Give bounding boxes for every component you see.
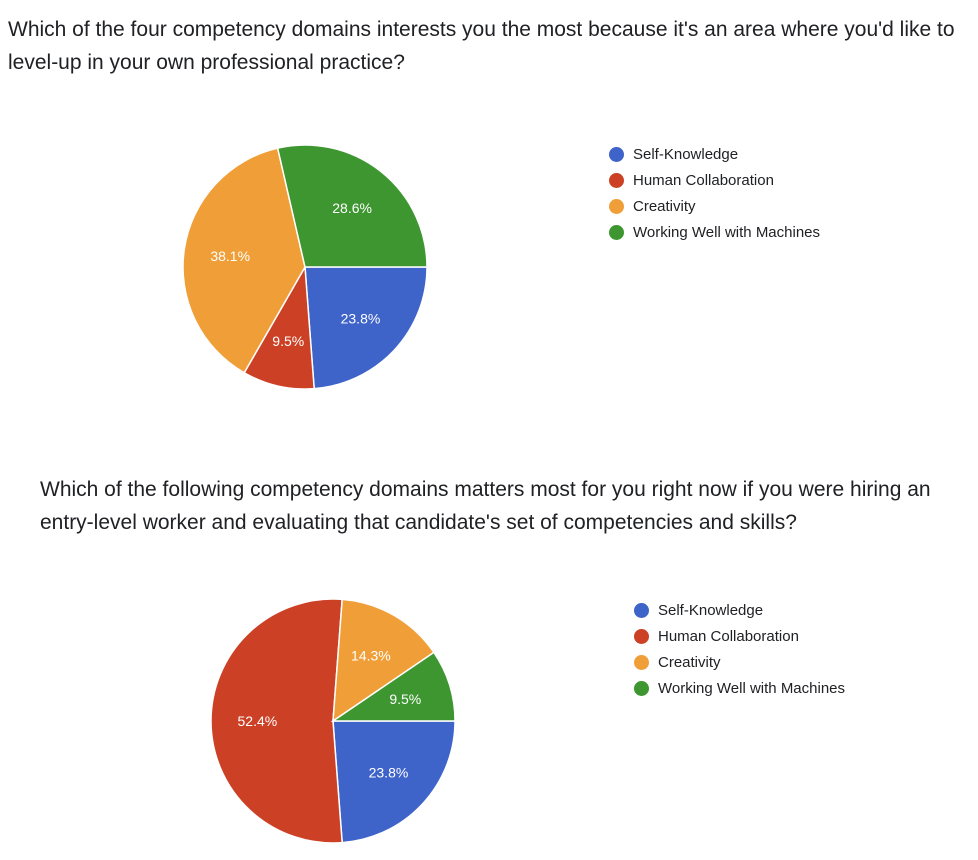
question-2-title: Which of the following competency domain… (40, 478, 931, 534)
pie-chart-2: 23.8% 52.4% 14.3% 9.5% (210, 598, 456, 844)
pie-slice-creativity (332, 598, 435, 723)
legend-swatch-icon (609, 172, 624, 188)
slice-label-creativity: 38.1% (210, 248, 250, 264)
legend-1: Self-Knowledge Human Collaboration Creativ… (609, 141, 820, 245)
legend-swatch-icon (634, 602, 649, 618)
pie-slice-human-collaboration (210, 598, 343, 844)
pie-slice-working-well-with-machines (276, 144, 428, 268)
legend-label: Human Collaboration (633, 171, 774, 189)
pie-slice-creativity (182, 147, 306, 374)
legend-label: Working Well with Machines (633, 223, 821, 241)
pie-slice-self-knowledge (332, 720, 456, 844)
legend-swatch-icon (634, 654, 649, 670)
legend-item-working-well-with-machines: Working Well with Machines (634, 675, 845, 701)
legend-item-self-knowledge: Self-Knowledge (634, 597, 845, 623)
legend-item-human-collaboration: Human Collaboration (634, 623, 845, 649)
legend-item-creativity: Creativity (634, 649, 845, 675)
slice-label-working-well-with-machines: 9.5% (389, 691, 421, 707)
question-1-title: Which of the four competency domains int… (8, 18, 955, 74)
pie-slice-self-knowledge (304, 266, 428, 390)
slice-label-self-knowledge: 23.8% (341, 310, 381, 326)
legend-label: Creativity (658, 653, 721, 671)
slice-label-self-knowledge: 23.8% (369, 764, 409, 780)
legend-label: Self-Knowledge (633, 145, 739, 163)
legend-swatch-icon (634, 680, 649, 696)
slice-label-human-collaboration: 9.5% (272, 333, 304, 349)
slice-label-working-well-with-machines: 28.6% (332, 200, 372, 216)
legend-swatch-icon (609, 146, 624, 162)
legend-item-creativity: Creativity (609, 193, 820, 219)
pie-chart-1: 23.8% 9.5% 38.1% 28.6% (182, 144, 428, 390)
legend-swatch-icon (609, 224, 624, 240)
legend-item-working-well-with-machines: Working Well with Machines (609, 219, 820, 245)
legend-item-self-knowledge: Self-Knowledge (609, 141, 820, 167)
legend-swatch-icon (609, 198, 624, 214)
legend-2: Self-Knowledge Human Collaboration Creativ… (634, 597, 845, 701)
slice-label-creativity: 14.3% (351, 648, 391, 664)
legend-label: Human Collaboration (658, 627, 799, 645)
legend-label: Self-Knowledge (658, 601, 764, 619)
legend-swatch-icon (634, 628, 649, 644)
legend-item-human-collaboration: Human Collaboration (609, 167, 820, 193)
legend-label: Working Well with Machines (658, 679, 846, 697)
pie-slice-working-well-with-machines (330, 651, 456, 722)
legend-label: Creativity (633, 197, 696, 215)
slice-label-human-collaboration: 52.4% (238, 713, 278, 729)
